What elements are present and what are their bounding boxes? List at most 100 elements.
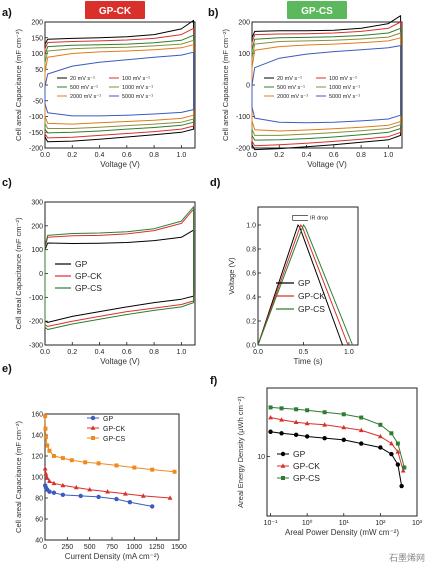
panel-label-e: e) [2,363,12,375]
series-line [270,431,403,487]
data-point [43,426,48,431]
y-tick-label: -200 [29,146,43,153]
series-line [44,39,195,129]
series-line [257,223,344,346]
panel-label-a: a) [2,7,12,19]
legend-label: 20 mV s⁻¹ [277,76,302,82]
data-point [87,487,93,492]
data-point [45,443,50,448]
watermark: 石墨烯网 [389,552,425,563]
y-tick-label: 0.6 [246,271,256,278]
legend-label: 1000 mV s⁻¹ [329,85,360,91]
x-tick-label: 0.6 [122,152,132,159]
series-line [44,51,195,117]
panel-d: d) 0.0 0.5 1.0 0.0 0.2 0.4 0.6 0.8 1.0 Time (s) Vol… [210,177,359,366]
series-line [251,32,402,136]
y-tick-label: 150 [31,35,43,42]
data-point [294,407,299,412]
legend-label: 20 mV s⁻¹ [70,76,95,82]
series-line [251,37,402,132]
y-tick-label: -100 [236,114,250,121]
data-point [402,465,407,470]
y-tick-label: 50 [35,67,43,74]
y-tick-label: 200 [31,223,43,230]
x-tick-label: 0.6 [329,152,339,159]
data-point [140,493,146,498]
x-tick-label: 1.0 [383,152,393,159]
badge-gp-ck-text: GP-CK [99,6,132,17]
x-tick-label: 0.8 [149,152,159,159]
data-point [395,462,401,467]
data-point [132,465,137,470]
badge-gp-ck: GP-CK [85,1,145,19]
x-tick-label: 0.5 [299,349,309,356]
y-tick-label: 1.0 [246,223,256,230]
x-tick-label: 250 [61,544,73,551]
data-point [377,433,383,439]
legend-marker [280,463,286,468]
x-tick-label: 10² [375,520,386,527]
series-line [44,416,175,473]
x-tick-label: 10⁰ [302,519,313,527]
series-line [251,45,402,124]
x-tick-label: 0.4 [302,152,312,159]
legend-label: GP [103,416,113,423]
y-axis-label: Areal Energy Density (μWh cm⁻²) [236,396,245,508]
data-point [341,437,346,443]
data-point [73,484,79,490]
series-line [44,206,195,330]
panel-label-f: f) [210,375,218,387]
legend-label: 500 mV s⁻¹ [70,85,98,91]
badge-gp-cs: GP-CS [287,1,347,19]
series-line [257,223,349,346]
x-tick-label: 1000 [127,544,143,551]
data-point [43,471,49,476]
data-point [322,435,327,441]
data-point [358,427,364,433]
data-point [304,434,310,439]
x-axis-label: Time (s) [293,357,322,366]
x-tick-label: 0.2 [67,152,77,159]
series-group [251,15,402,151]
legend-label: GP-CS [75,283,102,293]
series-line [251,21,402,147]
data-point [69,458,74,463]
panel-label-b: b) [208,7,219,19]
series-line [44,34,195,134]
data-point [47,448,52,453]
data-point [105,489,110,494]
legend-marker [280,451,286,457]
data-point [279,417,284,422]
x-tick-label: 1500 [171,544,187,551]
legend-marker [90,415,96,421]
x-tick-label: 0.4 [95,152,105,159]
data-point [395,449,401,454]
axes-frame [266,387,418,517]
x-tick-label: 0.8 [356,152,366,159]
data-point [42,466,48,471]
x-tick-label: 0.0 [40,152,50,159]
y-tick-label: 120 [31,454,43,461]
axes-frame [257,206,359,346]
series-group [44,206,195,330]
data-point [60,482,66,488]
y-axis-label: Cell areal Capacitance (mF cm⁻²) [14,421,23,533]
data-point [83,460,88,465]
legend-label: 100 mV s⁻¹ [122,76,150,82]
data-point [167,495,173,500]
x-tick-label: 1.0 [344,349,354,356]
data-point [123,491,128,496]
legend-label: GP-CS [103,436,126,443]
y-tick-label: 160 [31,412,43,419]
data-point [114,496,119,502]
legend-label: GP-CS [298,304,325,314]
x-tick-label: 500 [84,544,96,551]
y-tick-label: 200 [31,20,43,27]
data-point [51,480,57,486]
x-tick-label: 750 [106,544,118,551]
y-tick-label: -50 [33,98,43,105]
legend-label: GP-CK [298,291,325,301]
data-point [78,493,83,499]
data-point [44,475,50,480]
data-point [43,414,48,419]
